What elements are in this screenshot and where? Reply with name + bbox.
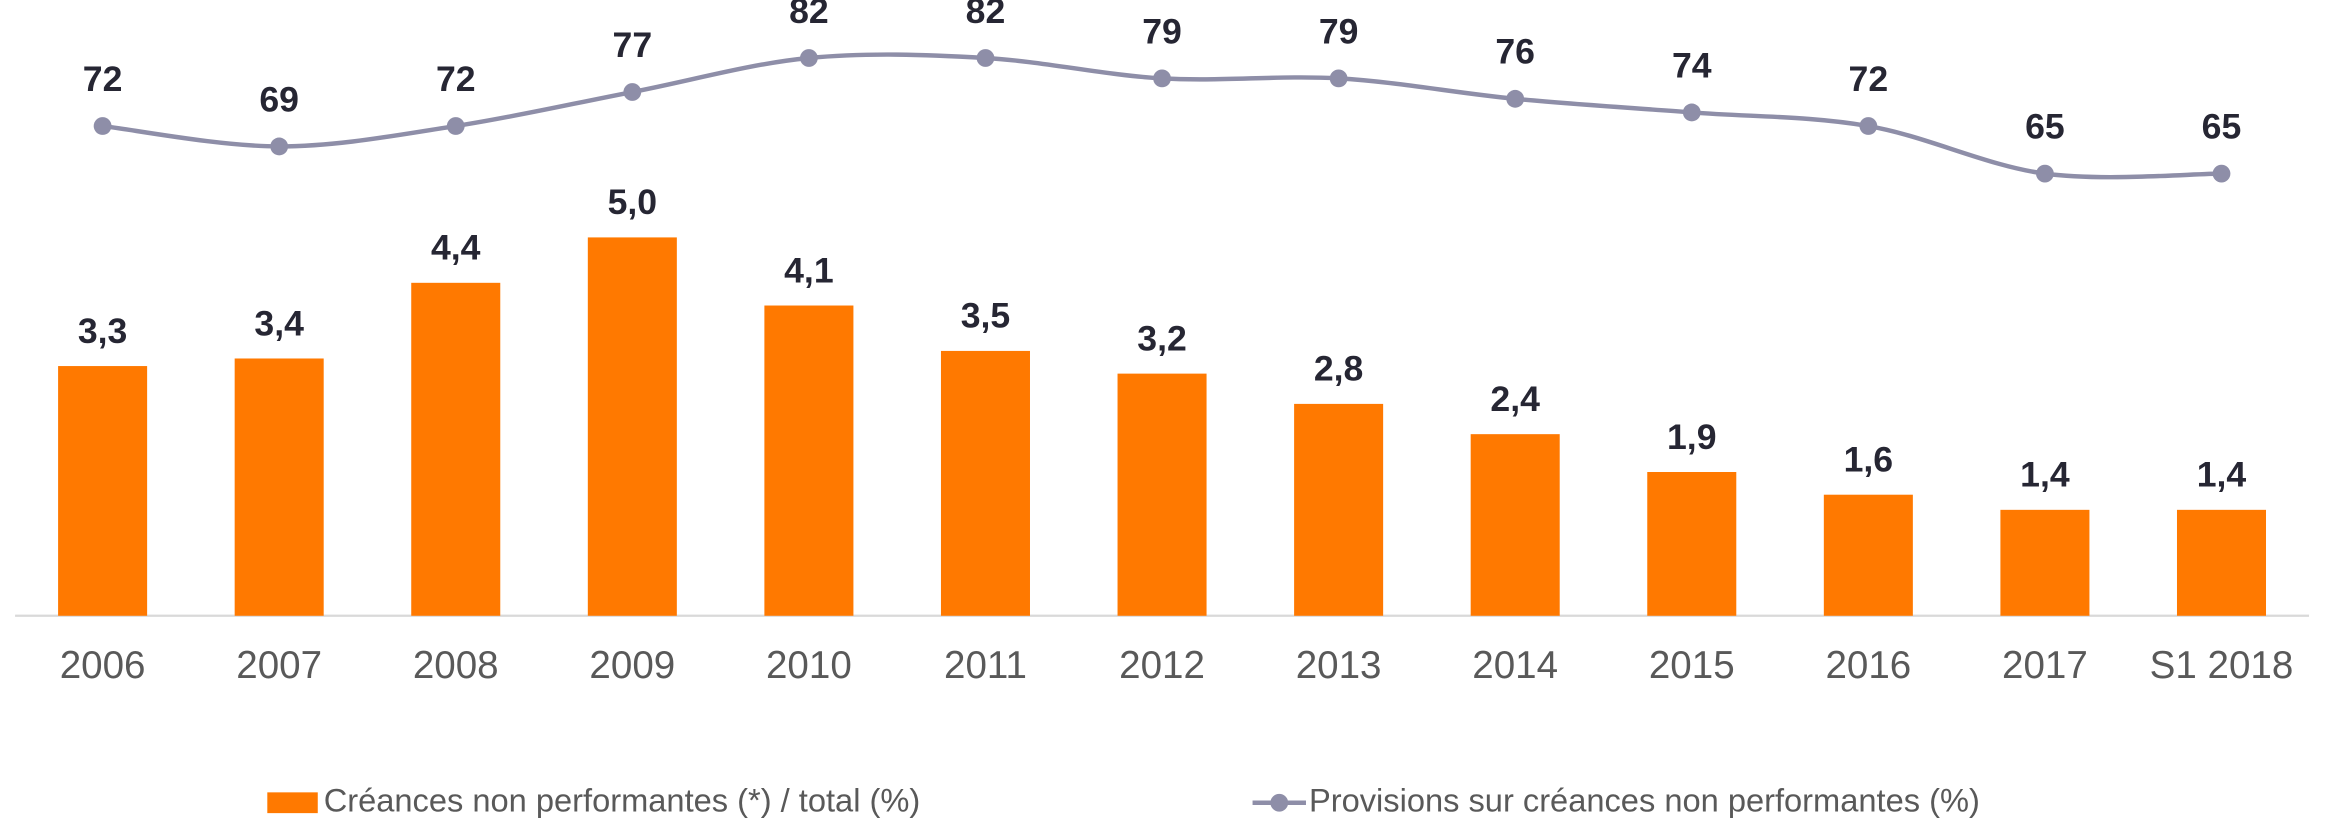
- bar: [587, 237, 677, 616]
- bar: [1294, 403, 1384, 616]
- line-value-label: 76: [1495, 32, 1535, 72]
- x-tick-label: 2015: [1649, 644, 1735, 687]
- x-tick-label: 2006: [60, 644, 146, 687]
- x-tick-label: 2008: [413, 644, 499, 687]
- line-value-label: 69: [259, 79, 299, 119]
- bar: [411, 282, 501, 616]
- line-point: [270, 137, 289, 156]
- line-point: [2036, 164, 2054, 183]
- bar-value-label: 1,9: [1667, 417, 1717, 457]
- x-tick-label: 2011: [944, 644, 1027, 687]
- bar-value-label: 1,4: [2020, 455, 2070, 495]
- legend-label: Créances non performantes (*) / total (%…: [324, 781, 921, 818]
- line-value-label: 65: [2025, 107, 2065, 147]
- x-tick-label: 2007: [236, 644, 322, 687]
- line-point: [446, 117, 465, 135]
- legend-label: Provisions sur créances non performantes…: [1309, 781, 1980, 818]
- bar: [1470, 434, 1560, 616]
- line-value-label: 77: [613, 25, 653, 65]
- line-value-label: 72: [436, 59, 476, 99]
- bar: [940, 350, 1030, 616]
- line-value-label: 82: [966, 0, 1006, 31]
- line-point: [1682, 103, 1701, 122]
- line-point: [93, 117, 112, 135]
- line-point: [1506, 89, 1525, 108]
- x-tick-label: S1 2018: [2150, 644, 2294, 687]
- bar-value-label: 2,4: [1490, 379, 1540, 419]
- line-point: [1859, 117, 1878, 135]
- bar: [58, 366, 148, 616]
- line-value-label: 74: [1672, 45, 1712, 85]
- line-point: [1153, 69, 1171, 88]
- bar: [1117, 373, 1207, 616]
- line-value-label: 79: [1319, 11, 1359, 51]
- bar: [1647, 472, 1737, 616]
- line-point: [799, 49, 818, 67]
- x-tick-label: 2012: [1119, 644, 1205, 687]
- line-value-label: 79: [1142, 11, 1182, 51]
- x-tick-label: 2016: [1825, 644, 1911, 687]
- bar-value-label: 4,1: [784, 250, 834, 290]
- legend-swatch-point: [1270, 793, 1289, 812]
- x-tick-label: 2013: [1296, 644, 1382, 687]
- bar: [2176, 509, 2267, 616]
- line-value-label: 82: [789, 0, 829, 31]
- line-value-label: 72: [1849, 59, 1889, 99]
- bar-value-label: 5,0: [608, 182, 658, 222]
- bar: [2000, 509, 2090, 616]
- bar-value-label: 3,2: [1137, 318, 1187, 358]
- line-point: [976, 49, 995, 67]
- line-point: [1329, 69, 1348, 88]
- bar-value-label: 1,6: [1844, 439, 1894, 479]
- bar-value-label: 2,8: [1314, 349, 1364, 389]
- bar-value-label: 3,3: [78, 311, 128, 351]
- legend-swatch: [267, 792, 318, 814]
- bar-value-label: 1,4: [2197, 455, 2247, 495]
- x-tick-label: 2014: [1472, 644, 1558, 687]
- x-tick-label: 2017: [2002, 644, 2088, 687]
- bar-value-label: 3,4: [254, 303, 304, 343]
- x-tick-label: 2010: [766, 644, 852, 687]
- line-value-label: 65: [2202, 107, 2242, 147]
- line-point: [2212, 164, 2231, 183]
- bar: [764, 305, 854, 616]
- line-point: [623, 83, 642, 101]
- bar-value-label: 4,4: [431, 228, 481, 268]
- bar: [1823, 494, 1913, 616]
- bar: [234, 358, 324, 616]
- line-value-label: 72: [83, 59, 123, 99]
- x-tick-label: 2009: [589, 644, 675, 687]
- bar-value-label: 3,5: [961, 296, 1011, 336]
